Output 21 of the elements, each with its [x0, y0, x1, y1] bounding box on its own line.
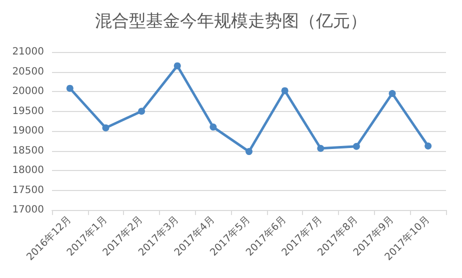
- y-tick-label: 18000: [12, 165, 44, 176]
- point: [174, 62, 181, 70]
- point: [317, 144, 324, 152]
- y-tick-label: 17500: [12, 184, 44, 196]
- point: [424, 142, 432, 150]
- y-tick-label: 20500: [12, 66, 44, 78]
- y-tick-label: 17000: [12, 204, 44, 216]
- point: [66, 84, 74, 92]
- y-tick-label: 21000: [12, 46, 44, 58]
- y-tick-label: 20000: [12, 86, 44, 97]
- point: [388, 90, 396, 97]
- point: [138, 108, 146, 115]
- point: [102, 124, 110, 132]
- point: [210, 124, 217, 131]
- chart-title: 混合型基金今年规模走势图（亿元）: [95, 12, 367, 32]
- y-tick-label: 19500: [12, 106, 44, 117]
- y-tick-label: 18500: [12, 145, 44, 156]
- point: [246, 148, 252, 156]
- y-tick-label: 19000: [12, 126, 44, 136]
- point: [281, 87, 288, 94]
- point: [352, 142, 360, 150]
